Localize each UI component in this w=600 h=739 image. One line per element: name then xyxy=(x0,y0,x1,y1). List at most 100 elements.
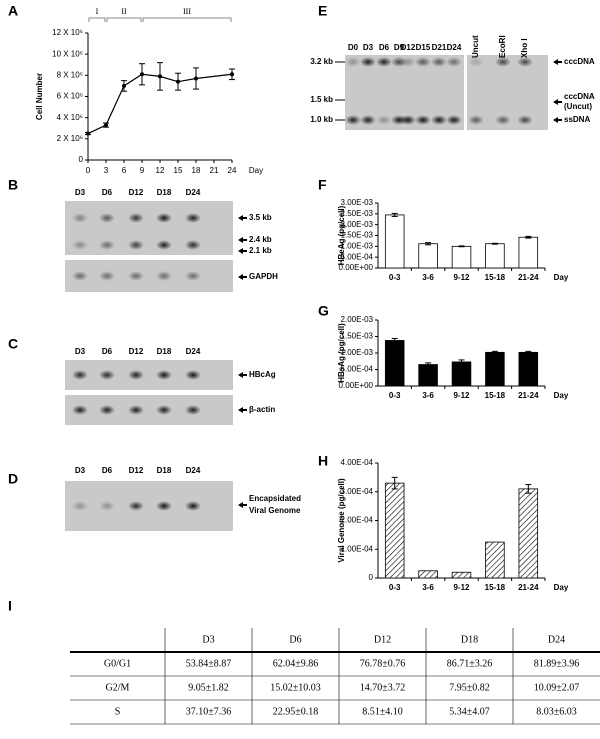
band xyxy=(156,240,172,250)
bar xyxy=(418,364,438,387)
band xyxy=(360,115,376,125)
lane-label: D12 xyxy=(401,43,416,52)
y-tick-label: 0 xyxy=(369,573,374,582)
phase-label: I xyxy=(96,7,99,16)
bar xyxy=(518,236,539,269)
table-cell: 10.09±2.07 xyxy=(534,682,580,693)
y-tick-label: 0.00E+00 xyxy=(339,263,374,272)
table-cell: 9.05±1.82 xyxy=(188,682,229,693)
y-tick-label: 6 X 10⁶ xyxy=(57,92,83,101)
x-axis-label: Day xyxy=(249,166,263,175)
phase-label: II xyxy=(121,7,127,16)
y-tick-label: 2.00E-03 xyxy=(341,220,374,229)
y-tick-label: 1.50E-03 xyxy=(341,332,374,341)
data-point xyxy=(176,79,180,84)
band xyxy=(156,501,172,511)
band xyxy=(156,213,172,223)
y-axis-label: HBsAg (pg/cell) xyxy=(337,323,346,383)
marker-label: ssDNA xyxy=(564,115,590,124)
band xyxy=(72,240,88,250)
bar xyxy=(418,243,438,269)
band xyxy=(495,115,511,125)
gel xyxy=(65,481,233,531)
band xyxy=(415,115,431,125)
data-point xyxy=(104,123,108,128)
data-line xyxy=(87,73,233,135)
bar xyxy=(384,340,405,387)
band xyxy=(72,370,88,380)
band xyxy=(72,271,88,281)
panel-letter: D xyxy=(8,471,18,487)
y-tick-label: 1.00E-04 xyxy=(341,544,374,553)
phase-bracket xyxy=(142,17,232,22)
band xyxy=(72,501,88,511)
phase-bracket xyxy=(88,17,106,22)
size-label: 3.2 kb xyxy=(310,57,333,66)
x-tick-label: 21-24 xyxy=(518,391,539,400)
y-axis-label: Viral Genome (pg/cell) xyxy=(337,478,346,563)
x-tick-label: 6 xyxy=(122,166,127,175)
band xyxy=(156,271,172,281)
panel-letter: C xyxy=(8,336,18,352)
table-cell: 8.51±4.10 xyxy=(362,706,403,717)
lane-label: D18 xyxy=(157,347,172,356)
data-point xyxy=(140,72,144,77)
y-tick-label: 8 X 10⁶ xyxy=(57,70,83,79)
marker-label: 2.4 kb xyxy=(249,235,272,244)
band xyxy=(185,501,201,511)
band xyxy=(128,213,144,223)
x-tick-label: 21-24 xyxy=(518,583,539,592)
bar xyxy=(384,482,405,579)
band xyxy=(99,370,115,380)
arrow xyxy=(553,117,562,123)
y-tick-label: 4.00E-04 xyxy=(341,458,374,467)
marker-label: cccDNA xyxy=(564,57,595,66)
band xyxy=(185,405,201,415)
lane-label: D21 xyxy=(432,43,447,52)
gel xyxy=(65,201,233,255)
table-cell: 37.10±7.36 xyxy=(186,706,232,717)
y-tick-label: 4 X 10⁶ xyxy=(57,113,83,122)
x-tick-label: 12 xyxy=(156,166,165,175)
gel xyxy=(65,395,233,425)
x-tick-label: 9-12 xyxy=(453,273,470,282)
x-tick-label: 15 xyxy=(174,166,183,175)
table-cell: 7.95±0.82 xyxy=(449,682,490,693)
marker-label: (Uncut) xyxy=(564,102,592,111)
marker-label: 2.1 kb xyxy=(249,246,272,255)
y-tick-label: 2.00E-03 xyxy=(341,315,374,324)
x-tick-label: 15-18 xyxy=(485,273,506,282)
table-cell: 76.78±0.76 xyxy=(360,658,406,669)
gel xyxy=(65,360,233,390)
table-header: D3 xyxy=(202,634,214,645)
band xyxy=(468,57,484,67)
y-tick-label: 0.00E+00 xyxy=(339,381,374,390)
x-axis-label: Day xyxy=(554,583,569,592)
marker-label: Viral Genome xyxy=(249,506,301,515)
phase-label: III xyxy=(183,7,191,16)
band xyxy=(156,405,172,415)
data-point xyxy=(194,76,198,81)
band xyxy=(376,115,392,125)
band xyxy=(128,370,144,380)
y-tick-label: 3.00E-04 xyxy=(341,487,374,496)
band xyxy=(415,57,431,67)
panel-letter: H xyxy=(318,453,328,469)
size-label: 1.5 kb xyxy=(310,95,333,104)
band xyxy=(99,501,115,511)
band xyxy=(495,57,511,67)
table-header: D24 xyxy=(548,634,565,645)
band xyxy=(345,115,361,125)
arrow xyxy=(238,215,247,221)
band xyxy=(431,115,447,125)
lane-label: D24 xyxy=(447,43,462,52)
table-cell: 8.03±6.03 xyxy=(536,706,577,717)
band xyxy=(360,57,376,67)
lane-label: D3 xyxy=(363,43,374,52)
band xyxy=(400,57,416,67)
y-tick-label: 2.00E-04 xyxy=(341,516,374,525)
arrow xyxy=(238,502,247,508)
band xyxy=(99,213,115,223)
lane-label: D12 xyxy=(129,466,144,475)
